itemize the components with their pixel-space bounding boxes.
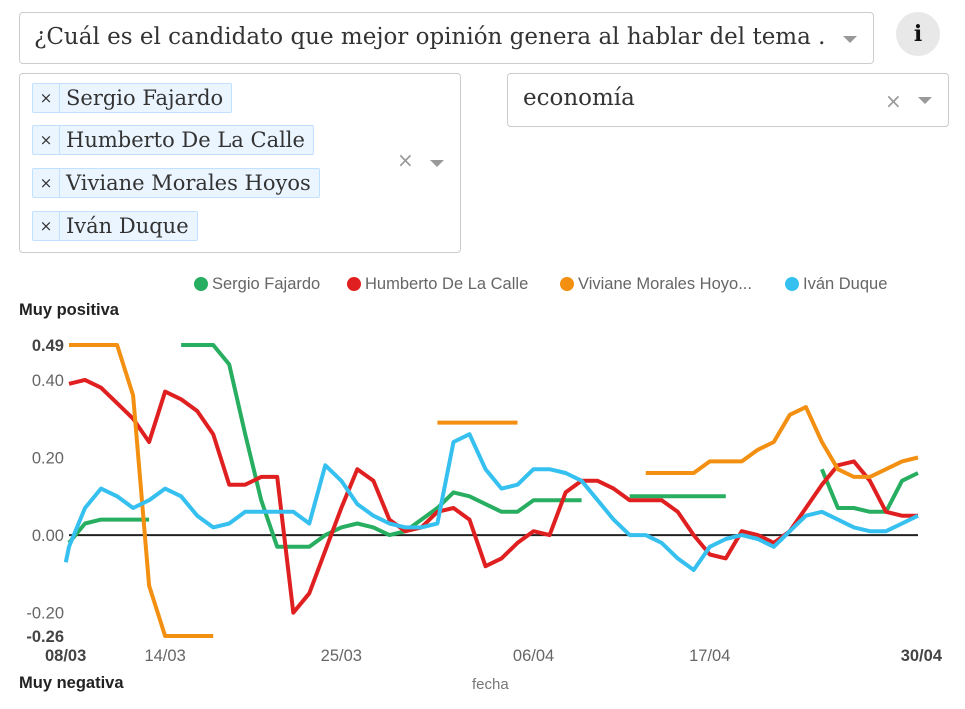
candidates-multiselect[interactable]: × Sergio Fajardo × Humberto De La Calle … (19, 73, 461, 253)
chevron-down-icon[interactable] (430, 160, 444, 167)
clear-candidates-icon[interactable]: × (397, 148, 414, 172)
candidate-chip-label: Humberto De La Calle (66, 128, 305, 152)
series-lines (63, 343, 919, 638)
legend-item-duque[interactable]: Iván Duque (785, 273, 887, 295)
legend-swatch (560, 277, 574, 291)
question-select[interactable]: ¿Cuál es el candidato que mejor opinión … (19, 12, 874, 64)
x-tick-label: 30/04 (901, 647, 943, 665)
clear-topic-icon[interactable]: × (885, 89, 902, 113)
legend-label: Viviane Morales Hoyo... (578, 274, 752, 293)
candidate-chip-label: Sergio Fajardo (66, 86, 224, 110)
legend-swatch (194, 277, 208, 291)
x-tick-label: 08/03 (45, 647, 86, 665)
legend-label: Sergio Fajardo (212, 274, 321, 293)
x-tick-label: 14/03 (144, 647, 185, 665)
remove-chip-icon[interactable]: × (33, 126, 60, 154)
y-axis-title-top: Muy positiva (19, 301, 119, 319)
series-line-2-segment-1 (68, 377, 918, 615)
legend-swatch (347, 277, 361, 291)
y-tick-label: 0.00 (32, 527, 64, 545)
legend-label: Iván Duque (803, 274, 888, 293)
series-line-3-segment-3 (645, 405, 919, 479)
question-select-value: ¿Cuál es el candidato que mejor opinión … (34, 24, 824, 50)
info-icon[interactable]: i (896, 12, 940, 56)
candidate-chip-de-la-calle: × Humberto De La Calle (32, 125, 314, 155)
x-tick-label: 06/04 (513, 647, 554, 665)
remove-chip-icon[interactable]: × (33, 169, 60, 197)
y-tick-label: 0.49 (32, 337, 64, 355)
candidate-chip-fajardo: × Sergio Fajardo (32, 83, 233, 113)
series-line-1-segment-2 (181, 343, 582, 549)
y-tick-label: -0.20 (26, 605, 64, 623)
x-tick-label: 17/04 (689, 647, 730, 665)
chevron-down-icon[interactable] (843, 36, 857, 43)
y-axis-title-bottom: Muy negativa (19, 674, 124, 692)
y-tick-label: 0.20 (32, 450, 64, 468)
topic-select-value: economía (523, 85, 635, 111)
chevron-down-icon[interactable] (918, 97, 932, 104)
series-line-1-segment-1 (67, 517, 150, 545)
legend-item-fajardo[interactable]: Sergio Fajardo (194, 273, 320, 295)
candidate-chip-label: Viviane Morales Hoyos (66, 171, 311, 195)
series-line-4-segment-1 (63, 432, 919, 572)
y-tick-label: 0.40 (32, 372, 64, 390)
series-line-1-segment-4 (820, 468, 919, 514)
legend-item-de-la-calle[interactable]: Humberto De La Calle (347, 273, 528, 295)
series-line-3-segment-1 (69, 343, 214, 638)
x-tick-label: 25/03 (321, 647, 362, 665)
legend-label: Humberto De La Calle (365, 274, 529, 293)
candidate-chip-morales: × Viviane Morales Hoyos (32, 168, 320, 198)
y-tick-label: -0.26 (26, 628, 64, 646)
topic-select[interactable]: economía × (507, 73, 949, 127)
remove-chip-icon[interactable]: × (33, 84, 60, 112)
candidate-chip-duque: × Iván Duque (32, 211, 198, 241)
legend-item-morales[interactable]: Viviane Morales Hoyo... (560, 273, 752, 295)
candidate-chip-label: Iván Duque (66, 214, 189, 238)
x-axis-title: fecha (472, 676, 509, 693)
remove-chip-icon[interactable]: × (33, 212, 60, 240)
legend-swatch (785, 277, 799, 291)
